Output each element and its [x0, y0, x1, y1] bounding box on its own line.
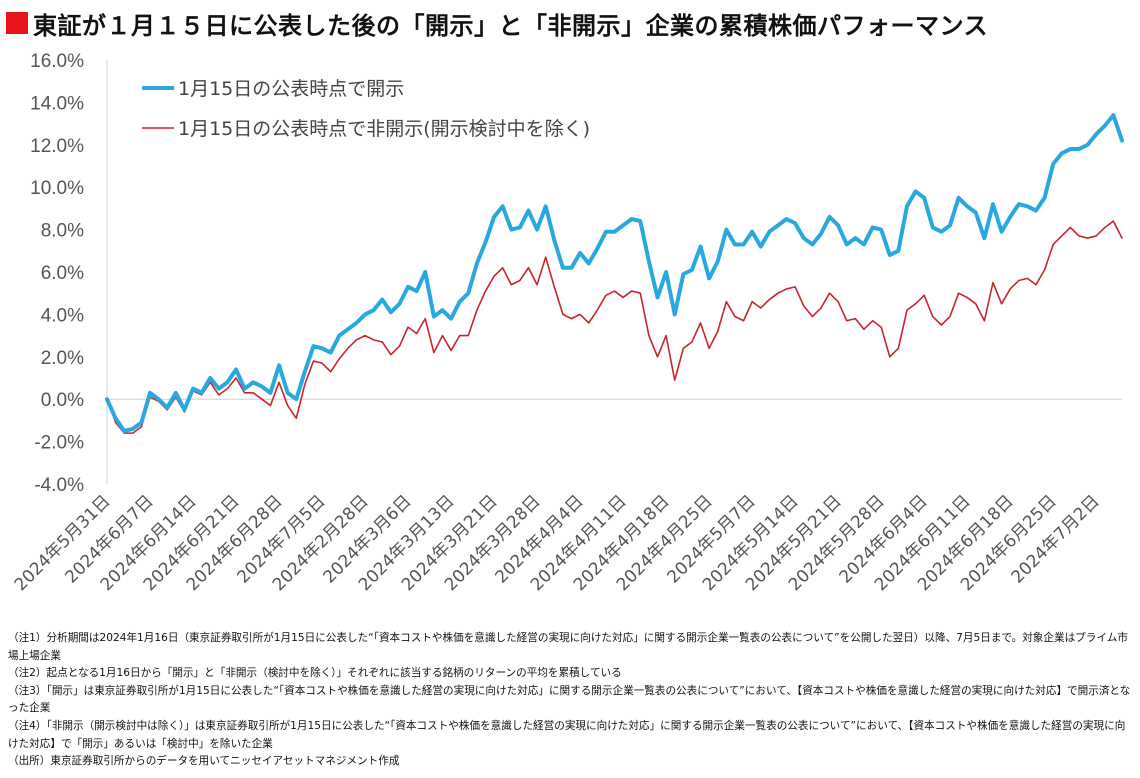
footnote-source: （出所）東京証券取引所からのデータを用いてニッセイアセットマネジメント作成: [8, 755, 400, 768]
legend: 1月15日の公表時点で開示 1月15日の公表時点で非開示(開示検討中を除く): [142, 78, 590, 140]
footnotes: （注1）分析期間は2024年1月16日（東京証券取引所が1月15日に公表した“「…: [8, 630, 1134, 771]
footnote-2: （注2）起点となる1月16日から「開示」と「非開示（検討中を除く）」それぞれに該…: [8, 667, 622, 680]
y-tick-label: -2.0%: [34, 433, 84, 454]
y-tick-label: 2.0%: [41, 348, 84, 369]
series-line-0: [105, 113, 1124, 433]
footnote-1: （注1）分析期間は2024年1月16日（東京証券取引所が1月15日に公表した“「…: [8, 632, 1128, 662]
chart-title-block: 東証が１月１５日に公表した後の「開示」と「非開示」企業の累積株価パフォーマンス: [6, 6, 988, 40]
y-tick-label: 8.0%: [41, 221, 84, 242]
x-axis: 2024年5月31日2024年6月7日2024年6月14日2024年6月21日2…: [11, 491, 1104, 595]
y-axis: 16.0% 14.0% 12.0% 10.0% 8.0% 6.0% 4.0% 2.0% 0.0%…: [30, 51, 1122, 496]
series-layer: [105, 113, 1124, 434]
series-line-1: [106, 220, 1123, 434]
y-tick-label: -4.0%: [34, 475, 84, 496]
footnote-3: （注3）「開示」は東京証券取引所が1月15日に公表した“「資本コストや株価を意識…: [8, 684, 1131, 715]
legend-label-1: 1月15日の公表時点で非開示(開示検討中を除く): [178, 118, 590, 140]
y-tick-label: 16.0%: [30, 51, 84, 72]
footnote-4: （注4）「非開示（開示検討中は除く）」は東京証券取引所が1月15日に公表した“「…: [8, 719, 1126, 750]
legend-label-0: 1月15日の公表時点で開示: [178, 78, 404, 100]
line-chart: 16.0% 14.0% 12.0% 10.0% 8.0% 6.0% 4.0% 2.0% 0.0%…: [11, 51, 1124, 595]
y-tick-label: 12.0%: [30, 136, 84, 157]
y-tick-label: 0.0%: [41, 390, 84, 411]
y-tick-label: 14.0%: [30, 93, 84, 114]
y-tick-label: 4.0%: [41, 305, 84, 326]
y-tick-label: 10.0%: [30, 178, 84, 199]
title-marker-square: [6, 12, 28, 34]
chart-title: 東証が１月１５日に公表した後の「開示」と「非開示」企業の累積株価パフォーマンス: [33, 11, 989, 40]
y-tick-label: 6.0%: [41, 263, 84, 284]
